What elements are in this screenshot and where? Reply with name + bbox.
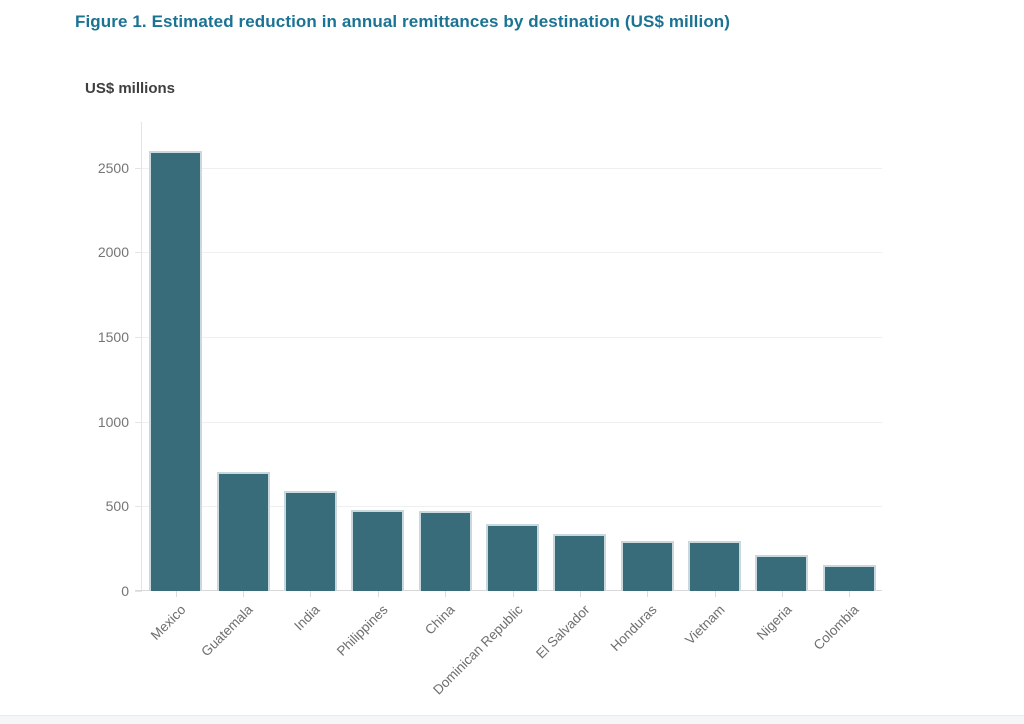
bar-vietnam	[688, 541, 742, 591]
x-tick-label-guatemala: Guatemala	[198, 602, 256, 660]
bar-china	[418, 511, 472, 591]
gridline-2000	[142, 252, 882, 254]
bar-chart-plot-area: 0 500 1000 1500 2000 2500 Mexico Guatemala India…	[98, 122, 882, 698]
x-tick-label-nigeria: Nigeria	[753, 602, 795, 643]
bar-colombia	[822, 564, 876, 591]
y-tick-label-2000: 2000	[97, 244, 129, 261]
x-tick-mark-philippines	[377, 591, 379, 597]
x-tick-label-mexico: Mexico	[147, 602, 189, 643]
y-tick-label-2500: 2500	[97, 159, 129, 176]
x-tick-label-india: India	[291, 602, 324, 634]
x-tick-mark-china	[445, 591, 447, 597]
x-tick-mark-nigeria	[781, 591, 783, 597]
x-tick-mark-mexico	[175, 591, 177, 597]
gridline-2500	[142, 167, 882, 169]
y-tick-mark-1000	[135, 421, 142, 423]
y-tick-label-1500: 1500	[97, 329, 129, 346]
x-tick-label-colombia: Colombia	[810, 602, 862, 653]
x-tick-mark-dominican-republic	[512, 591, 514, 597]
y-tick-mark-1500	[135, 337, 142, 339]
bar-nigeria	[755, 554, 809, 591]
y-tick-mark-0	[135, 591, 142, 592]
x-tick-label-el-salvador: El Salvador	[533, 602, 593, 662]
bar-philippines	[351, 509, 405, 591]
bar-dominican-republic	[486, 524, 539, 591]
bar-honduras	[620, 541, 674, 591]
gridline-1500	[142, 337, 882, 339]
y-tick-label-0: 0	[121, 583, 129, 599]
gridline-1000	[142, 421, 882, 423]
y-tick-mark-2500	[135, 167, 142, 169]
x-tick-label-philippines: Philippines	[333, 602, 391, 659]
x-tick-mark-vietnam	[714, 591, 716, 597]
x-tick-mark-colombia	[849, 591, 851, 597]
bar-mexico	[149, 150, 203, 591]
y-axis-title: US$ millions	[85, 80, 176, 97]
x-tick-label-honduras: Honduras	[607, 602, 660, 655]
x-tick-mark-el-salvador	[579, 591, 581, 597]
bar-guatemala	[216, 472, 270, 591]
y-tick-mark-500	[135, 506, 142, 508]
page-bottom-strip	[0, 715, 1024, 724]
x-tick-mark-guatemala	[243, 591, 245, 597]
y-tick-mark-2000	[135, 252, 142, 254]
figure-title: Figure 1. Estimated reduction in annual …	[75, 12, 731, 31]
x-tick-label-vietnam: Vietnam	[681, 602, 728, 648]
y-tick-label-1000: 1000	[97, 413, 129, 430]
x-tick-label-china: China	[422, 602, 458, 638]
x-tick-mark-honduras	[647, 591, 649, 597]
bar-india	[283, 491, 337, 591]
bar-el-salvador	[553, 534, 607, 591]
y-tick-label-500: 500	[105, 498, 129, 515]
x-tick-mark-india	[310, 591, 312, 597]
gridline-500	[142, 506, 882, 508]
